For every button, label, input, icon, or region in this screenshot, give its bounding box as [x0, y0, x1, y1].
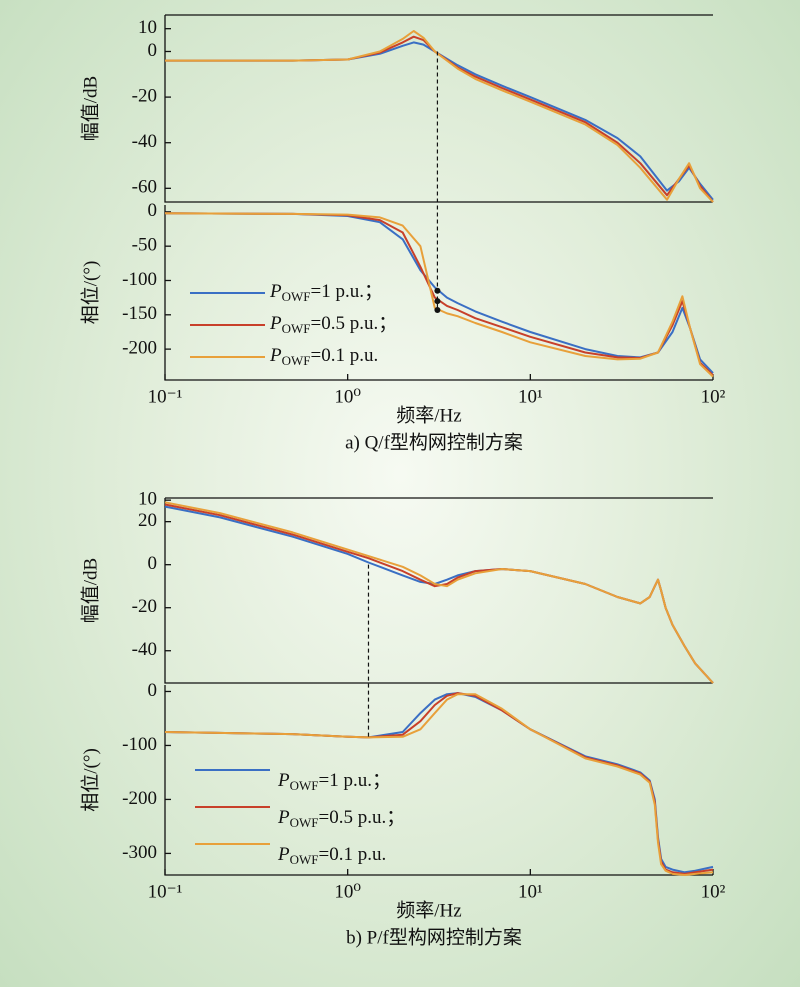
legend-rest: =1 p.u.；: [319, 770, 391, 791]
axis-frame: [164, 497, 713, 684]
y-tick-label: 20: [138, 510, 157, 531]
legend-p: P: [269, 313, 282, 334]
y-tick-label: -50: [132, 235, 157, 256]
legend-p: P: [277, 844, 290, 865]
axis-frame: [164, 14, 713, 203]
y-tick-label: -20: [132, 85, 157, 106]
crossover-dot: [434, 307, 441, 313]
caption: b) P/f型构网控制方案: [346, 926, 522, 948]
series-line: [165, 30, 714, 203]
series-line: [164, 692, 714, 875]
crossover-dot: [434, 287, 441, 294]
legend-label: POWF=0.1 p.u.: [277, 844, 386, 867]
y-tick-label: 0: [148, 40, 158, 61]
crossover-dot: [434, 298, 441, 305]
series-line: [164, 692, 714, 874]
series-line: [164, 503, 714, 684]
y-axis-label: 相位/(°): [79, 261, 101, 325]
legend-rest: =0.5 p.u.；: [311, 313, 398, 334]
x-tick-label: 10⁰: [334, 386, 361, 407]
legend-p: P: [277, 770, 290, 791]
legend-sub: OWF: [282, 321, 311, 336]
y-tick-label: -60: [132, 177, 157, 198]
y-tick-label: -40: [132, 639, 157, 660]
legend-sub: OWF: [290, 815, 319, 830]
legend-label: POWF=0.5 p.u.；: [269, 313, 397, 336]
legend-sub: OWF: [290, 852, 319, 867]
legend-label: POWF=0.1 p.u.: [269, 345, 378, 368]
y-tick-label: -40: [132, 131, 157, 152]
series-line: [164, 212, 714, 374]
series-line: [164, 505, 714, 684]
legend-rest: =0.1 p.u.: [319, 844, 387, 865]
x-tick-label: 10¹: [518, 386, 543, 407]
y-tick-label: 10: [138, 489, 157, 510]
legend-rest: =0.5 p.u.；: [319, 807, 406, 828]
caption: a) Q/f型构网控制方案: [345, 431, 523, 453]
legend-rest: =0.1 p.u.: [311, 345, 379, 366]
legend-label: POWF=1 p.u.；: [269, 281, 383, 304]
y-axis-label: 相位/(°): [79, 748, 101, 812]
x-tick-label: 10¹: [518, 881, 543, 902]
y-tick-label: -300: [122, 842, 157, 863]
axis-frame: [164, 685, 713, 876]
y-tick-label: -100: [122, 269, 157, 290]
y-tick-label: -20: [132, 596, 157, 617]
legend-label: POWF=0.5 p.u.；: [277, 807, 405, 830]
series-line: [164, 212, 714, 378]
legend-p: P: [277, 807, 290, 828]
y-tick-label: 0: [148, 553, 158, 574]
series-line: [164, 501, 714, 684]
legend-rest: =1 p.u.；: [311, 281, 383, 302]
y-tick-label: 0: [148, 680, 158, 701]
x-tick-label: 10⁻¹: [148, 881, 183, 902]
y-tick-label: -200: [122, 337, 157, 358]
legend-label: POWF=1 p.u.；: [277, 770, 391, 793]
x-axis-label: 频率/Hz: [396, 899, 461, 921]
y-axis-label: 幅值/dB: [79, 558, 101, 623]
legend-p: P: [269, 345, 282, 366]
legend-sub: OWF: [290, 778, 319, 793]
y-tick-label: -150: [122, 303, 157, 324]
y-axis-label: 幅值/dB: [79, 76, 101, 141]
y-tick-label: -200: [122, 788, 157, 809]
series-line: [165, 41, 714, 201]
x-tick-label: 10²: [701, 386, 726, 407]
y-tick-label: -100: [122, 734, 157, 755]
x-tick-label: 10⁻¹: [148, 386, 183, 407]
y-tick-label: 10: [138, 17, 157, 38]
series-line: [164, 693, 714, 876]
y-tick-label: 0: [148, 200, 158, 221]
x-tick-label: 10⁰: [334, 881, 361, 902]
legend-sub: OWF: [282, 353, 311, 368]
x-tick-label: 10²: [701, 881, 726, 902]
legend-sub: OWF: [282, 289, 311, 304]
series-line: [164, 212, 714, 376]
legend-p: P: [269, 281, 282, 302]
x-axis-label: 频率/Hz: [396, 404, 461, 426]
